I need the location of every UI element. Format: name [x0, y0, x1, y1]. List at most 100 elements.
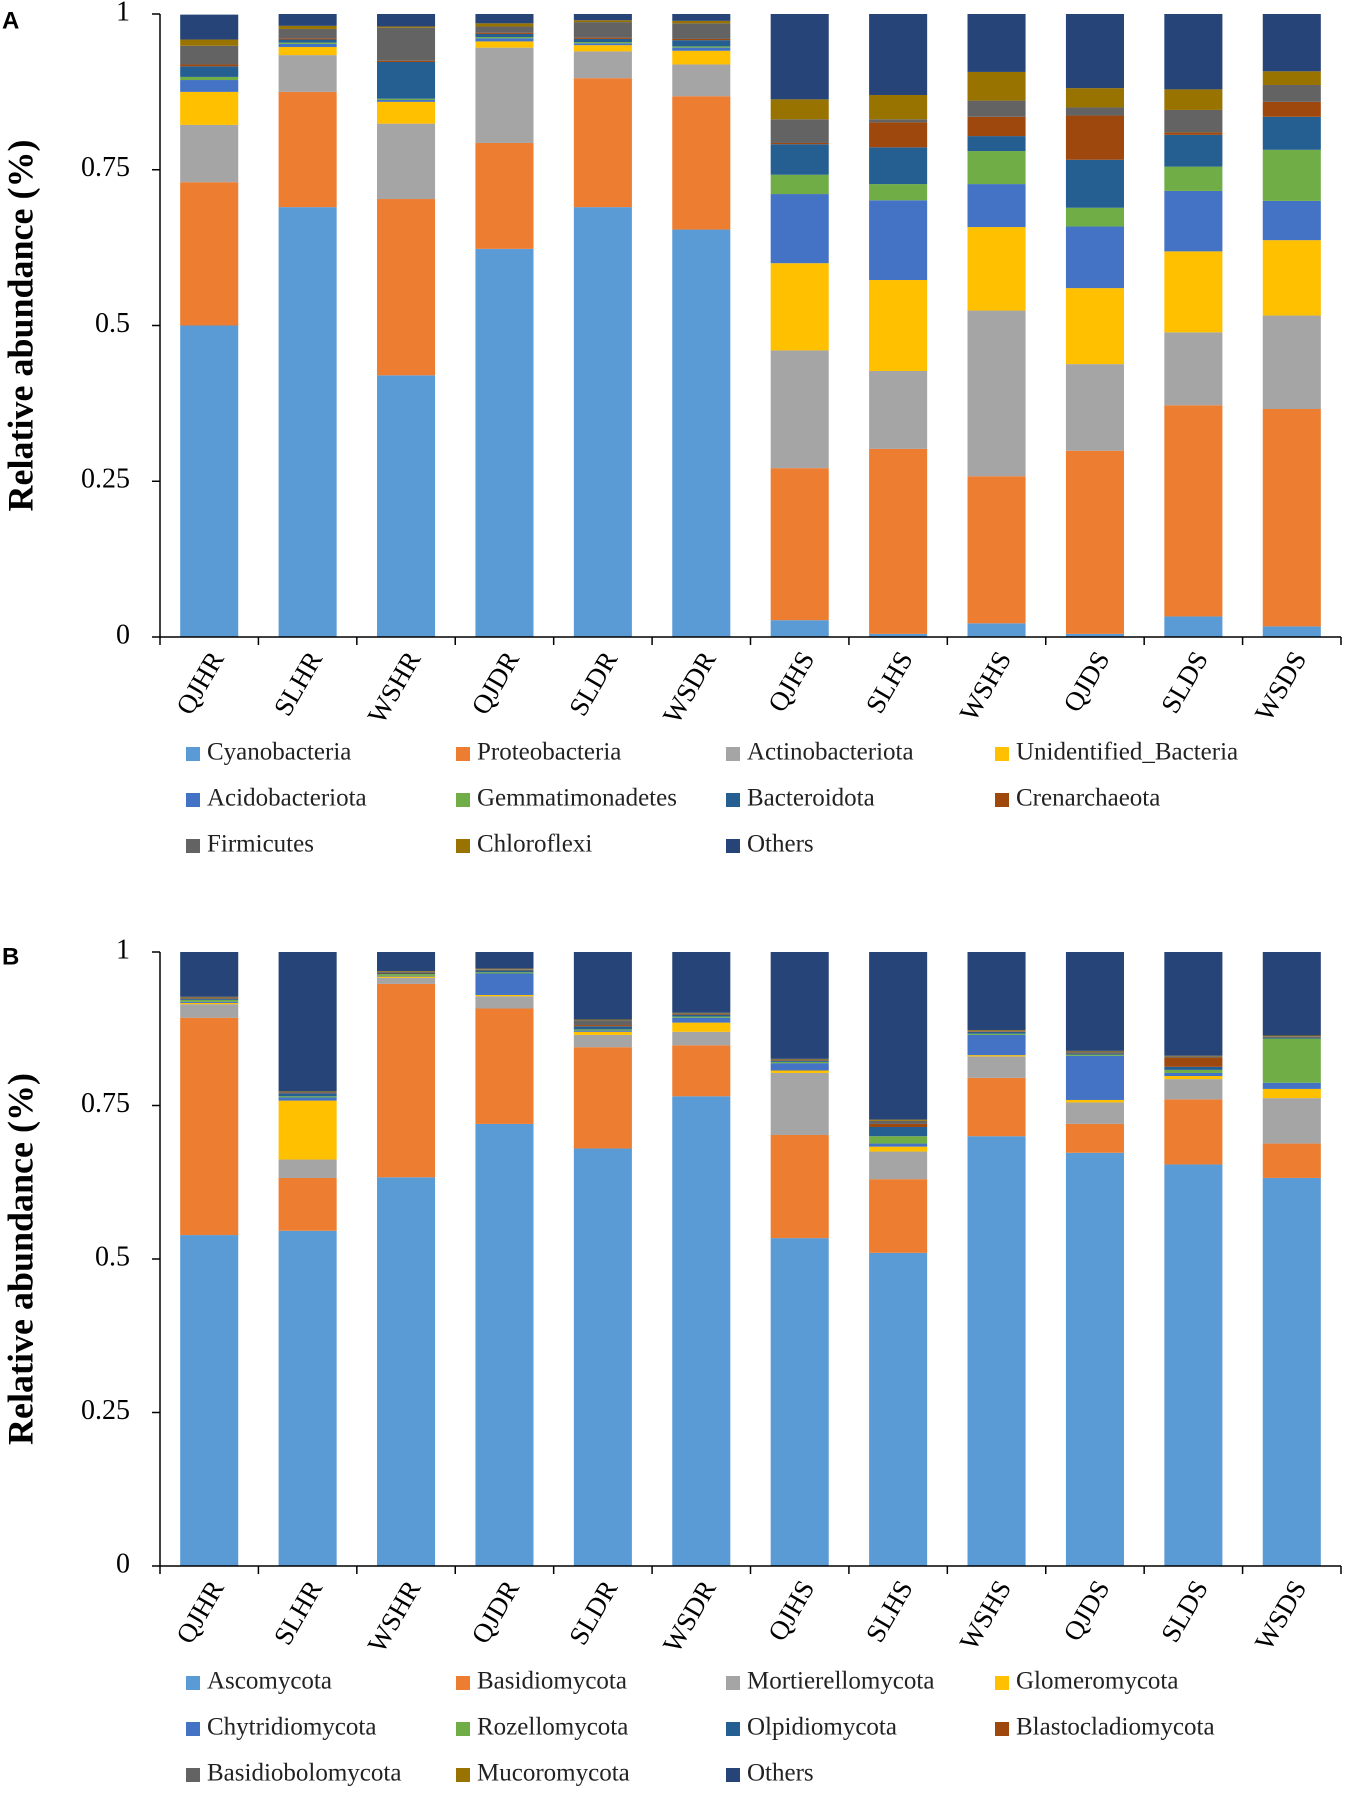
- bar-segment: [1164, 109, 1223, 133]
- bar-segment: [475, 994, 534, 997]
- y-tick-label: 0: [116, 619, 130, 650]
- legend-swatch: [186, 1722, 200, 1736]
- bar-segment: [770, 1072, 829, 1135]
- bar-segment: [1065, 952, 1124, 1051]
- bar-segment: [1164, 1056, 1223, 1058]
- legend-label: Acidobacteriota: [207, 785, 367, 812]
- panel-label: A: [2, 7, 19, 34]
- bar-segment: [672, 20, 731, 24]
- bar-segment: [1164, 1164, 1223, 1566]
- bar-segment: [475, 142, 534, 249]
- bar-segment: [672, 14, 731, 21]
- bar-segment: [869, 147, 928, 185]
- legend-label: Rozellomycota: [477, 1714, 628, 1741]
- bar-segment: [967, 71, 1026, 101]
- bar-segment: [672, 46, 731, 48]
- legend-swatch: [726, 839, 740, 853]
- bar-segment: [967, 184, 1026, 228]
- bar-segment: [278, 207, 337, 637]
- bar-segment: [1164, 1079, 1223, 1100]
- y-tick-label: 0.5: [95, 308, 130, 339]
- bar-segment: [1262, 1037, 1321, 1039]
- bar-segment: [770, 263, 829, 351]
- legend-label: Glomeromycota: [1016, 1668, 1178, 1695]
- x-tick-label: SLDS: [1155, 646, 1214, 718]
- bar-segment: [278, 1091, 337, 1092]
- bar-segment: [770, 1070, 829, 1073]
- legend-label: Ascomycota: [207, 1668, 332, 1695]
- bar-segment: [278, 39, 337, 43]
- bar-segment: [869, 119, 928, 123]
- bar-segment: [1065, 364, 1124, 451]
- x-tick-label: WSHS: [954, 1575, 1017, 1655]
- bar-segment: [278, 14, 337, 26]
- bar-segment: [573, 1047, 632, 1149]
- bar-segment: [1262, 408, 1321, 627]
- bar-segment: [967, 1030, 1026, 1032]
- bar-segment: [1262, 626, 1321, 637]
- bar-segment: [573, 207, 632, 637]
- bar-segment: [770, 1058, 829, 1060]
- x-tick-label: QJHS: [762, 646, 820, 717]
- bar-segment: [770, 119, 829, 143]
- bar-segment: [278, 38, 337, 40]
- bar-segment: [278, 1177, 337, 1231]
- bar-segment: [377, 977, 436, 984]
- bar-segment: [869, 1143, 928, 1147]
- bar-segment: [180, 91, 239, 125]
- x-tick-label: SLHS: [860, 1575, 919, 1647]
- bar-segment: [573, 1019, 632, 1021]
- bar-segment: [1262, 1035, 1321, 1037]
- bar-segment: [967, 476, 1026, 624]
- bar-segment: [1262, 1098, 1321, 1144]
- bar-segment: [278, 1096, 337, 1098]
- legend-label: Basidiobolomycota: [207, 1760, 401, 1787]
- legend-swatch: [726, 1768, 740, 1782]
- bar-segment: [770, 99, 829, 120]
- bar-segment: [573, 952, 632, 1020]
- bar-segment: [1164, 616, 1223, 637]
- bar-segment: [1164, 952, 1223, 1056]
- legend-swatch: [186, 1768, 200, 1782]
- bar-segment: [1164, 190, 1223, 252]
- bar-segment: [1065, 159, 1124, 208]
- bar-segment: [377, 27, 436, 61]
- bar-segment: [869, 94, 928, 120]
- bar-segment: [1065, 633, 1124, 637]
- bar-segment: [180, 14, 239, 40]
- bar-segment: [180, 997, 239, 999]
- x-tick-label: QJDS: [1057, 1575, 1115, 1646]
- bar-segment: [1262, 101, 1321, 117]
- bar-segment: [672, 1016, 731, 1018]
- y-tick-label: 0.25: [81, 464, 130, 495]
- bar-segment: [869, 1136, 928, 1144]
- bar-segment: [278, 1093, 337, 1097]
- bar-segment: [377, 98, 436, 100]
- bar-segment: [278, 91, 337, 208]
- bar-segment: [672, 1014, 731, 1015]
- bar-segment: [770, 1238, 829, 1566]
- bar-segment: [278, 42, 337, 44]
- bar-segment: [770, 952, 829, 1059]
- y-tick-label: 0: [116, 1548, 130, 1579]
- bar-segment: [1262, 1082, 1321, 1089]
- bar-segment: [1065, 1102, 1124, 1124]
- bar-segment: [475, 973, 534, 995]
- bar-segment: [770, 142, 829, 145]
- bar-segment: [672, 952, 731, 1013]
- legend-label: Mortierellomycota: [747, 1668, 934, 1695]
- bar-segment: [967, 14, 1026, 72]
- legend-label: Cyanobacteria: [207, 739, 351, 766]
- legend-swatch: [726, 1676, 740, 1690]
- bar-segment: [967, 1029, 1026, 1031]
- x-tick-label: WSHR: [362, 646, 427, 729]
- bar-segment: [967, 1077, 1026, 1137]
- bar-segment: [180, 64, 239, 67]
- bar-segment: [967, 1136, 1026, 1566]
- x-tick-label: QJDS: [1057, 646, 1115, 717]
- legend-label: Actinobacteriota: [747, 739, 914, 766]
- bar-segment: [1065, 1055, 1124, 1100]
- bar-segment: [1065, 226, 1124, 289]
- bar-segment: [475, 996, 534, 1009]
- x-tick-label: QJHR: [170, 646, 230, 719]
